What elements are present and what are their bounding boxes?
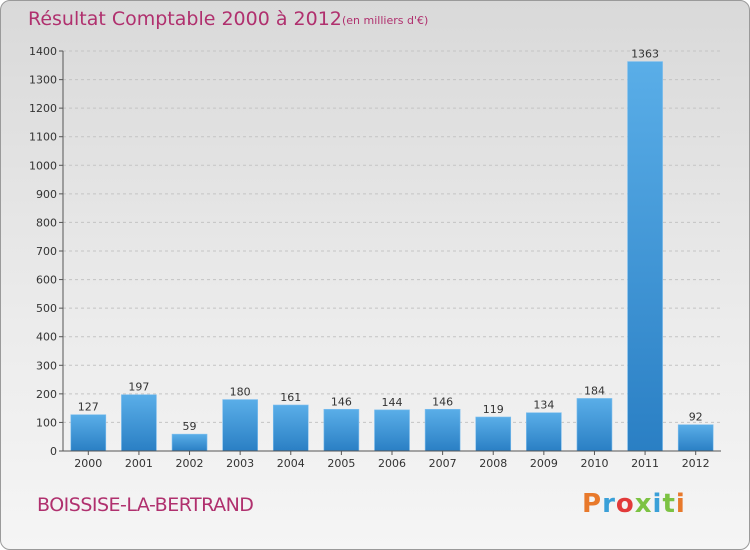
y-tick-label: 1200: [29, 102, 57, 115]
bar-2005: [323, 408, 360, 452]
x-axis: 2000 2001 2002 2003 2004 2005 2006 2007 2008 2009…: [63, 450, 721, 470]
y-tick-label: 1100: [29, 131, 57, 144]
x-tick-label: 2000: [74, 457, 102, 470]
y-tick-label: 200: [36, 388, 57, 401]
bar-2007: [424, 408, 461, 452]
y-tick-label: 1400: [29, 45, 57, 58]
bar-2000: [70, 414, 107, 452]
y-axis: 0 100 200 300 400 500 600 700 800 900 1000 1100 1200…: [29, 45, 64, 458]
y-tick-label: 400: [36, 331, 57, 344]
bar-2012: [677, 424, 714, 452]
bar-2002: [171, 433, 208, 452]
bar-2011: [627, 61, 663, 452]
x-tick-label: 2009: [530, 457, 558, 470]
y-tick-label: 500: [36, 302, 57, 315]
bar-value-label: 146: [432, 395, 453, 408]
x-tick-label: 2006: [378, 457, 406, 470]
x-tick-label: 2007: [429, 457, 457, 470]
bar-value-label: 184: [584, 384, 605, 397]
commune-name: BOISSISE-LA-BERTRAND: [37, 494, 254, 516]
x-tick-label: 2003: [226, 457, 254, 470]
x-tick-label: 2011: [631, 457, 659, 470]
bar-value-label: 180: [230, 386, 251, 399]
bars: 127 197 59 180 161 146 144 146 119 134 184 1363 92: [70, 48, 714, 452]
logo-letter: o: [615, 489, 635, 519]
bar-value-label: 59: [183, 420, 197, 433]
y-tick-label: 600: [36, 274, 57, 287]
y-tick-label: 1000: [29, 159, 57, 172]
chart-unit-label: (en milliers d'€): [342, 14, 429, 27]
y-tick-label: 100: [36, 416, 57, 429]
x-tick-label: 2010: [580, 457, 608, 470]
bar-value-label: 197: [128, 381, 149, 394]
y-tick-label: 800: [36, 216, 57, 229]
logo-letter: i: [652, 489, 663, 519]
y-tick-label: 0: [50, 445, 57, 458]
bar-value-label: 92: [689, 411, 703, 424]
bar-2001: [121, 394, 157, 452]
proxiti-logo: Proxiti: [582, 489, 686, 519]
bar-value-label: 1363: [631, 48, 659, 61]
logo-letter: P: [582, 489, 603, 519]
bar-value-label: 146: [331, 395, 352, 408]
x-tick-label: 2001: [125, 457, 153, 470]
logo-letter: x: [634, 489, 653, 519]
logo-letter: i: [675, 489, 686, 519]
y-tick-label: 900: [36, 188, 57, 201]
x-tick-label: 2012: [682, 457, 710, 470]
bar-2004: [272, 404, 309, 452]
logo-letter: r: [602, 489, 616, 519]
x-tick-label: 2002: [176, 457, 204, 470]
bar-2008: [475, 416, 512, 452]
bar-2003: [222, 399, 258, 452]
bar-value-label: 127: [78, 401, 99, 414]
chart-title: Résultat Comptable 2000 à 2012: [28, 8, 342, 30]
x-tick-label: 2004: [277, 457, 305, 470]
y-tick-label: 1300: [29, 74, 57, 87]
bar-value-label: 161: [280, 391, 301, 404]
bar-2006: [374, 409, 410, 452]
bar-value-label: 119: [483, 403, 504, 416]
bar-value-label: 134: [533, 399, 554, 412]
logo-letter: t: [662, 489, 676, 519]
y-tick-label: 700: [36, 245, 57, 258]
grid-lines: [63, 50, 721, 423]
bar-2009: [526, 412, 562, 452]
bar-2010: [576, 398, 613, 452]
x-tick-label: 2008: [479, 457, 507, 470]
x-tick-label: 2005: [327, 457, 355, 470]
bar-value-label: 144: [382, 396, 403, 409]
y-tick-label: 300: [36, 359, 57, 372]
